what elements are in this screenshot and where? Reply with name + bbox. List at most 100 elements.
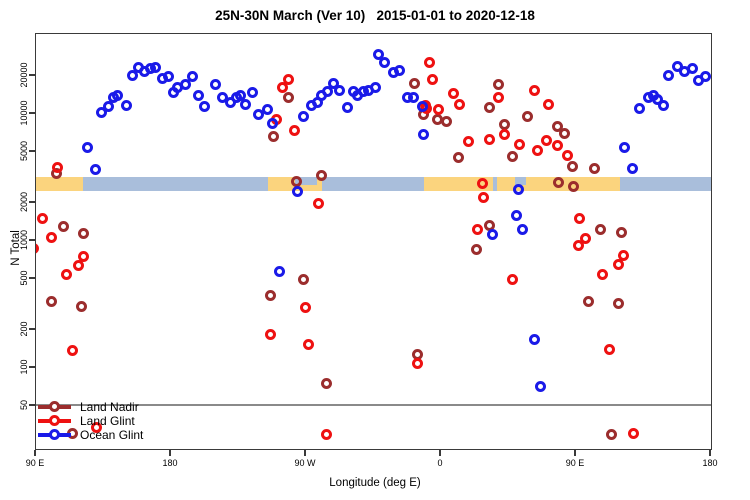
data-point-ocean-glint	[535, 380, 546, 392]
y-tick	[29, 403, 35, 406]
data-point-ocean-glint	[292, 186, 303, 198]
data-point-ocean-glint	[89, 163, 101, 175]
y-tick-label: 1000	[19, 229, 29, 251]
legend-marker-icon	[49, 415, 60, 426]
y-tick	[29, 74, 35, 77]
data-point-ocean-glint	[328, 77, 339, 89]
data-point-ocean-glint	[149, 62, 161, 74]
data-point-land-glint	[289, 124, 300, 136]
data-point-ocean-glint	[199, 101, 210, 113]
data-point-land-glint	[514, 138, 525, 150]
data-point-land-nadir	[583, 295, 594, 307]
plot-area: Land Nadir Land Glint Ocean Glint	[35, 33, 712, 450]
data-point-land-glint	[454, 98, 465, 110]
data-point-land-nadir	[76, 300, 87, 312]
data-point-land-nadir	[46, 295, 57, 307]
data-point-ocean-glint	[163, 71, 174, 83]
data-point-ocean-glint	[298, 111, 309, 123]
x-tick	[304, 450, 306, 456]
map-strip-ocean-overlay	[515, 177, 526, 185]
data-point-land-nadir	[493, 79, 504, 91]
data-point-land-glint	[532, 144, 543, 156]
data-point-land-nadir	[290, 175, 302, 187]
y-tick-label: 200	[19, 321, 29, 337]
legend: Land Nadir Land Glint Ocean Glint	[38, 400, 188, 442]
x-tick	[439, 450, 441, 456]
legend-marker-icon	[49, 401, 60, 412]
y-tick-label: 50	[19, 399, 29, 410]
data-point-land-nadir	[265, 290, 276, 301]
data-point-ocean-glint	[247, 87, 258, 99]
data-point-ocean-glint	[511, 210, 522, 221]
data-point-land-nadir	[452, 151, 464, 163]
data-point-land-glint	[529, 84, 540, 96]
data-point-ocean-glint	[619, 142, 630, 154]
data-point-land-nadir	[268, 130, 279, 142]
data-point-ocean-glint	[416, 101, 428, 113]
data-point-ocean-glint	[373, 49, 384, 61]
data-point-ocean-glint	[103, 101, 114, 113]
data-point-ocean-glint	[112, 89, 123, 101]
data-point-land-nadir	[506, 151, 518, 163]
data-point-land-nadir	[77, 228, 89, 240]
data-point-land-nadir	[551, 120, 563, 132]
data-point-land-glint	[37, 212, 48, 224]
x-tick-label: 90 E	[565, 458, 585, 468]
x-tick	[574, 450, 576, 456]
data-point-land-nadir	[320, 377, 332, 389]
data-point-ocean-glint	[262, 104, 273, 116]
data-point-land-glint	[574, 212, 585, 224]
x-tick-label: 180	[702, 458, 718, 468]
map-strip-ocean	[83, 177, 268, 191]
plot-border	[35, 33, 712, 450]
data-point-land-glint	[596, 269, 608, 281]
data-point-land-glint	[551, 139, 563, 151]
data-point-land-glint	[580, 232, 591, 244]
x-tick-label: 90 E	[25, 458, 45, 468]
data-point-land-glint	[493, 91, 504, 103]
y-tick-label: 5000	[19, 141, 29, 162]
data-point-land-glint	[77, 251, 89, 263]
data-point-ocean-glint	[379, 56, 390, 68]
data-point-land-glint	[463, 136, 474, 148]
data-point-ocean-glint	[82, 142, 93, 154]
y-tick	[29, 150, 35, 153]
y-tick	[29, 327, 35, 330]
data-point-ocean-glint	[239, 98, 251, 110]
data-point-land-glint	[433, 104, 444, 116]
data-point-ocean-glint	[418, 128, 429, 140]
data-point-land-glint	[613, 258, 624, 270]
data-point-land-glint	[277, 82, 288, 94]
data-point-ocean-glint	[235, 89, 246, 101]
y-tick-label: 2000	[19, 191, 29, 212]
data-point-land-glint	[484, 133, 495, 145]
x-tick	[169, 450, 171, 456]
y-tick-label: 10000	[19, 100, 29, 126]
data-point-land-glint	[46, 232, 57, 244]
data-point-land-glint	[73, 259, 84, 271]
data-point-ocean-glint	[341, 102, 353, 114]
data-point-ocean-glint	[658, 100, 669, 112]
data-point-land-glint	[320, 429, 332, 441]
data-point-land-nadir	[499, 119, 510, 131]
y-tick-label: 20000	[19, 62, 29, 88]
data-point-land-nadir	[595, 224, 606, 235]
data-point-ocean-glint	[179, 78, 191, 90]
map-strip-ocean-overlay	[294, 177, 317, 185]
y-tick-label: 100	[19, 359, 29, 375]
reference-line	[35, 403, 712, 406]
data-point-land-glint	[52, 162, 63, 174]
data-point-land-glint	[499, 129, 510, 141]
legend-marker-icon	[49, 429, 60, 440]
legend-item-land-nadir: Land Nadir	[38, 400, 188, 414]
data-point-ocean-glint	[209, 78, 221, 90]
data-point-land-glint	[604, 343, 615, 355]
data-point-land-nadir	[298, 273, 309, 285]
data-point-land-nadir	[409, 77, 420, 89]
y-tick-label: 500	[19, 270, 29, 286]
data-point-land-glint	[542, 98, 554, 110]
data-point-ocean-glint	[407, 91, 419, 103]
chart-title: 25N-30N March (Ver 10) 2015-01-01 to 202…	[215, 8, 535, 23]
x-tick-label: 0	[437, 458, 443, 468]
data-point-ocean-glint	[334, 84, 345, 96]
